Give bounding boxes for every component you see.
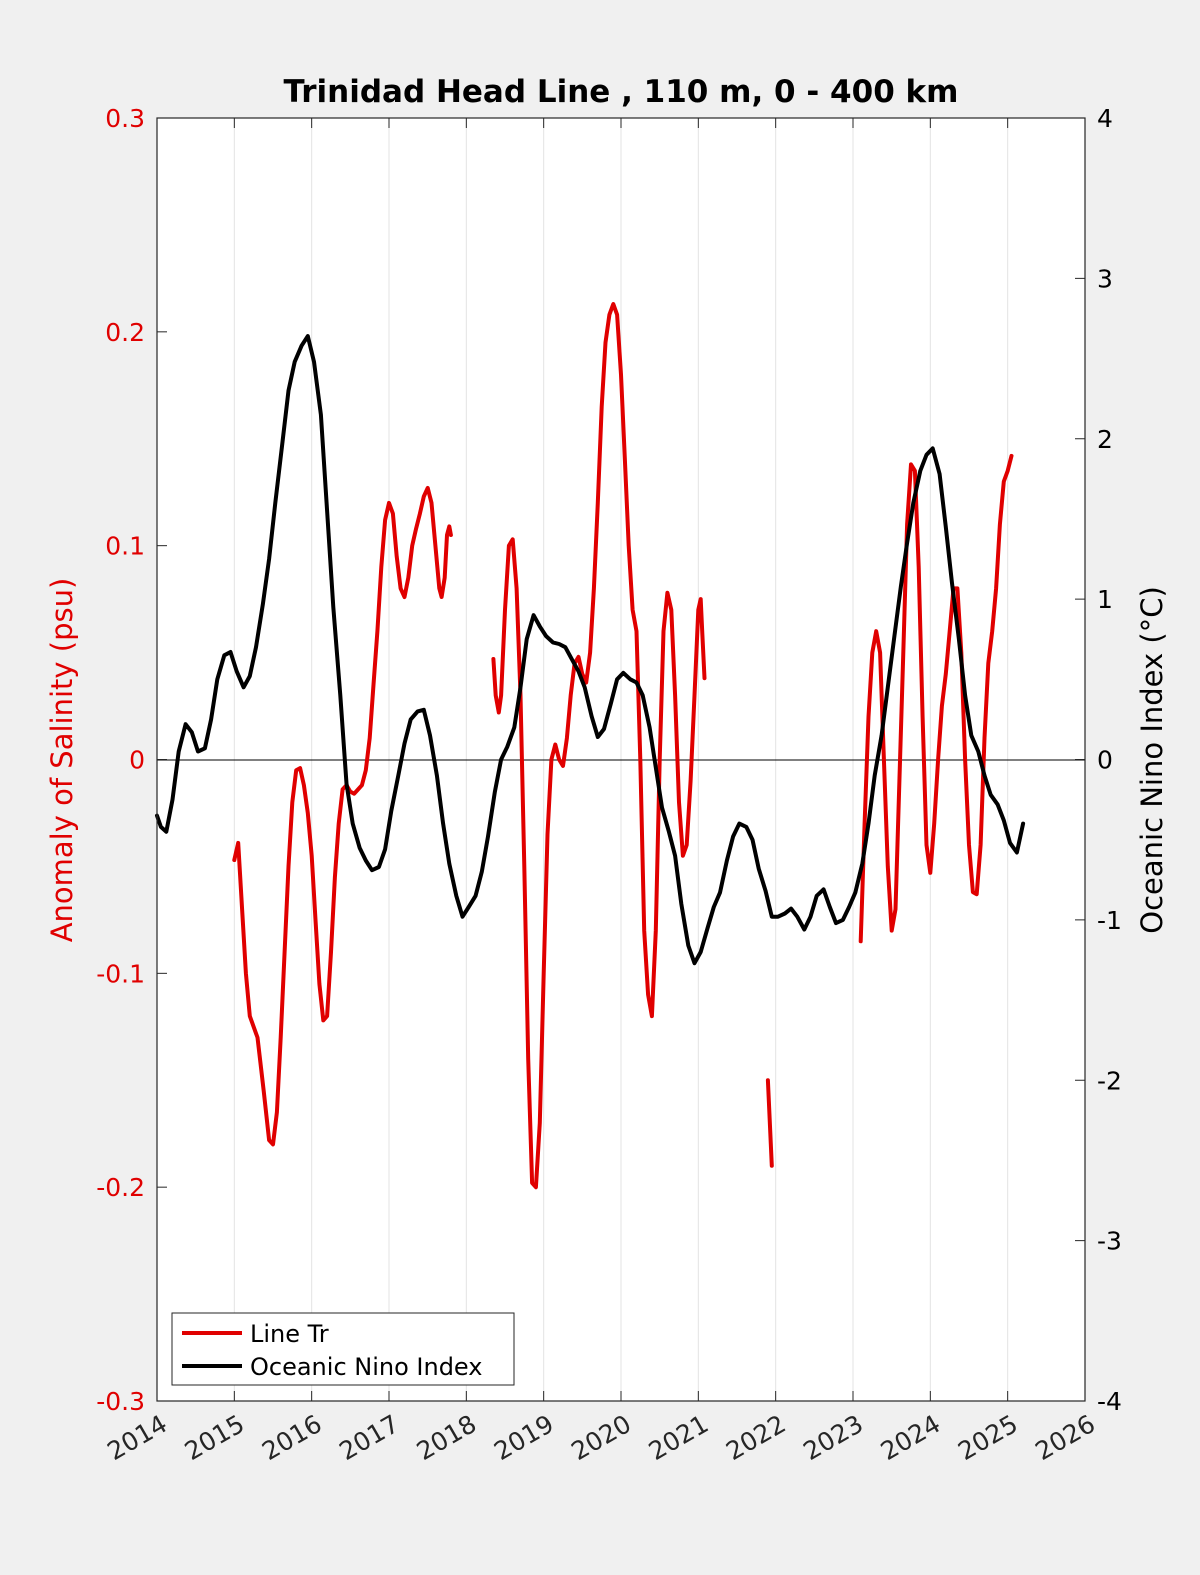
oni-line-segment-0 — [155, 334, 1026, 966]
y-right-tick-label: -4 — [1097, 1387, 1122, 1416]
x-tick-label: 2014 — [102, 1409, 172, 1466]
y-axis-left-label: Anomaly of Salinity (psu) — [45, 578, 79, 943]
legend-label-oni: Oceanic Nino Index — [250, 1353, 482, 1381]
y-axis-right-label: Oceanic Nino Index (°C) — [1135, 586, 1169, 934]
y-right-tick-label: 3 — [1097, 264, 1113, 293]
x-tick-label: 2020 — [566, 1409, 636, 1466]
x-tick-label: 2018 — [412, 1409, 482, 1466]
x-tick-label: 2025 — [953, 1409, 1023, 1466]
salinity-line-segment-0 — [232, 485, 453, 1147]
y-right-tick-label: -2 — [1097, 1066, 1122, 1095]
y-right-tick-label: 0 — [1097, 746, 1113, 775]
series — [155, 302, 1026, 1190]
y-left-tick-label: 0.3 — [105, 104, 145, 133]
y-right-tick-label: -3 — [1097, 1227, 1122, 1256]
x-tick-label: 2026 — [1030, 1409, 1100, 1466]
x-tick-label: 2023 — [798, 1409, 868, 1466]
y-right-tick-label: -1 — [1097, 906, 1122, 935]
y-left-tick-label: 0 — [129, 746, 145, 775]
legend-box — [171, 1312, 515, 1386]
y-left-tick-label: -0.1 — [96, 959, 145, 988]
y-right-tick-label: 2 — [1097, 425, 1113, 454]
y-left-tick-label: 0.2 — [105, 318, 145, 347]
x-tick-label: 2019 — [489, 1409, 559, 1466]
y-left-tick-label: -0.3 — [96, 1387, 145, 1416]
x-tick-label: 2022 — [721, 1409, 791, 1466]
x-tick-label: 2017 — [334, 1409, 404, 1466]
legend-label-salinity: Line Tr — [250, 1320, 329, 1348]
salinity-line-segment-2 — [765, 1078, 774, 1168]
salinity-line-segment-1 — [491, 302, 707, 1190]
chart-title: Trinidad Head Line , 110 m, 0 - 400 km — [284, 74, 959, 110]
x-tick-label: 2021 — [644, 1409, 714, 1466]
x-tick-label: 2015 — [180, 1409, 250, 1466]
y-right-tick-label: 1 — [1097, 585, 1113, 614]
y-right-tick-label: 4 — [1097, 104, 1113, 133]
y-left-tick-label: 0.1 — [105, 532, 145, 561]
salinity-line-segment-3 — [858, 453, 1014, 944]
x-tick-label: 2024 — [876, 1409, 946, 1466]
y-left-tick-label: -0.2 — [96, 1173, 145, 1202]
x-tick-label: 2016 — [257, 1409, 327, 1466]
legend: Line Tr Oceanic Nino Index — [171, 1312, 515, 1386]
